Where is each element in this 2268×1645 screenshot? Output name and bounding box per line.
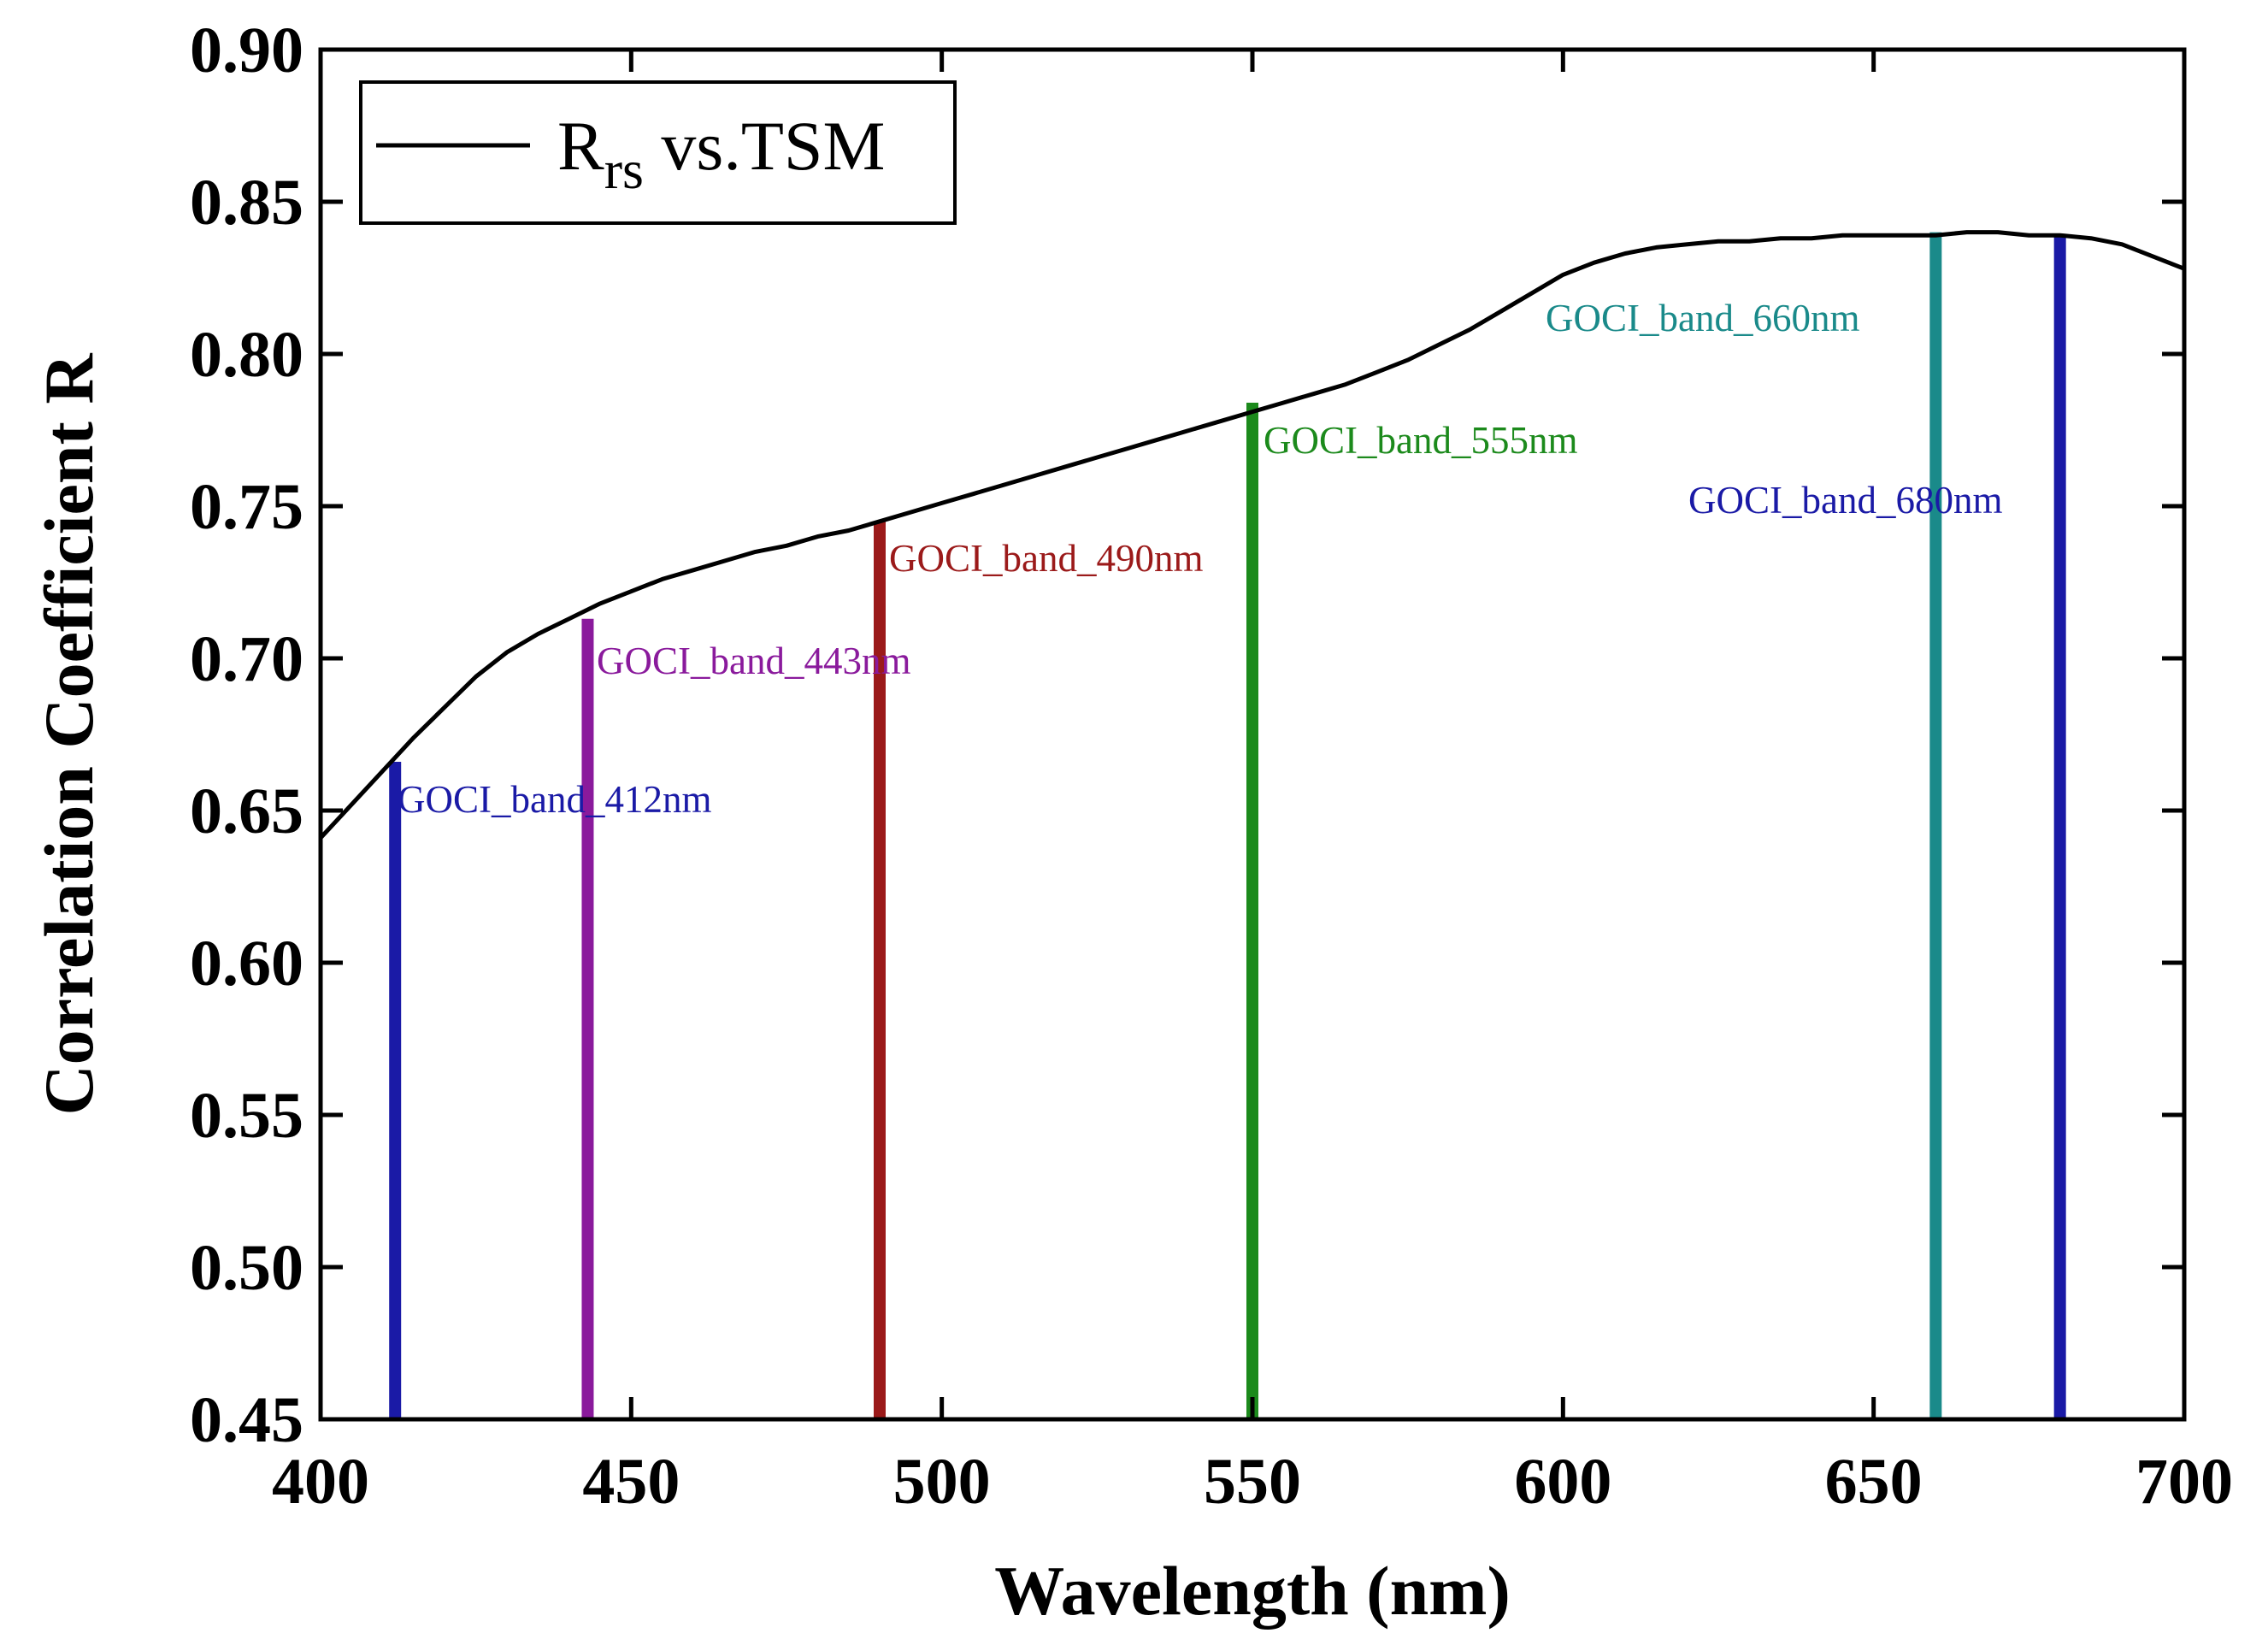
legend: Rrs vs.TSM <box>359 80 957 225</box>
legend-box <box>359 80 957 225</box>
y-tick-label: 0.65 <box>190 775 303 847</box>
band-label-660: GOCI_band_660nm <box>1546 297 1859 339</box>
x-tick-label: 450 <box>582 1446 680 1518</box>
y-tick-label: 0.75 <box>190 471 303 543</box>
y-tick-label: 0.55 <box>190 1080 303 1152</box>
x-tick-label: 400 <box>272 1446 369 1518</box>
legend-label-suffix: vs.TSM <box>644 107 886 185</box>
series-layer <box>319 230 2185 840</box>
band-labels: GOCI_band_412nm GOCI_band_443nm GOCI_band_… <box>398 297 2002 821</box>
band-label-443: GOCI_band_443nm <box>597 640 910 682</box>
x-axis-title: Wavelength (nm) <box>994 1552 1511 1630</box>
x-tick-label: 500 <box>893 1446 991 1518</box>
axis-ticks: 400 450 500 550 600 650 700 0.45 0.50 0.55 0.60 0.6… <box>190 15 2233 1518</box>
y-tick-label: 0.90 <box>190 15 303 86</box>
y-tick-label: 0.80 <box>190 319 303 391</box>
x-tick-label: 600 <box>1514 1446 1611 1518</box>
y-tick-label: 0.45 <box>190 1384 303 1456</box>
legend-label: Rrs vs.TSM <box>557 107 885 200</box>
x-tick-label: 650 <box>1825 1446 1923 1518</box>
series-line-rrs-vs-tsm <box>319 230 2185 840</box>
y-tick-label: 0.70 <box>190 623 303 695</box>
y-tick-label: 0.60 <box>190 928 303 999</box>
y-tick-label: 0.50 <box>190 1232 303 1304</box>
x-tick-label: 550 <box>1204 1446 1301 1518</box>
legend-label-main: R <box>557 107 604 185</box>
y-axis-title: Correlation Coefficient R <box>30 353 108 1116</box>
legend-label-subscript: rs <box>604 139 644 200</box>
y-tick-label: 0.85 <box>190 167 303 239</box>
band-label-412: GOCI_band_412nm <box>398 778 711 821</box>
x-tick-label: 700 <box>2135 1446 2233 1518</box>
band-label-490: GOCI_band_490nm <box>889 537 1203 580</box>
band-lines <box>389 232 2066 1419</box>
band-label-680: GOCI_band_680nm <box>1688 479 2002 522</box>
band-label-550: GOCI_band_555nm <box>1264 419 1577 462</box>
